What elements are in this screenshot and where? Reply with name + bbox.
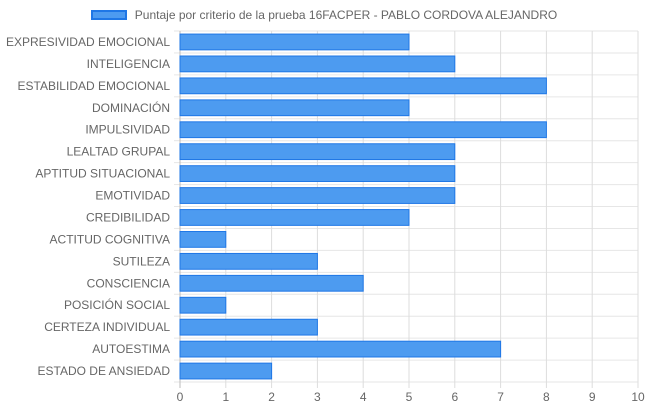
- category-label: DOMINACIÓN: [92, 100, 170, 115]
- category-label: INTELIGENCIA: [87, 57, 170, 71]
- legend-swatch: [90, 10, 127, 20]
- bar: [179, 77, 547, 95]
- category-label: AUTOESTIMA: [92, 342, 170, 356]
- bar: [179, 55, 456, 73]
- category-label: IMPULSIVIDAD: [85, 123, 170, 137]
- x-tick-label: 1: [222, 390, 229, 404]
- bar: [179, 340, 502, 358]
- category-label: ACTITUD COGNITIVA: [50, 232, 170, 246]
- bar: [179, 252, 318, 270]
- category-label: CERTEZA INDIVIDUAL: [44, 320, 170, 334]
- x-tick-label: 2: [268, 390, 275, 404]
- bar: [179, 274, 364, 292]
- bar: [179, 121, 547, 139]
- category-label: ESTABILIDAD EMOCIONAL: [18, 79, 171, 93]
- x-tick-label: 3: [314, 390, 321, 404]
- x-tick-label: 0: [177, 390, 184, 404]
- bar: [179, 99, 410, 117]
- bar: [179, 33, 410, 51]
- category-label: EXPRESIVIDAD EMOCIONAL: [6, 35, 170, 49]
- x-tick-label: 6: [451, 390, 458, 404]
- category-label: APTITUD SITUACIONAL: [35, 167, 170, 181]
- bar: [179, 187, 456, 204]
- bar: [179, 165, 456, 182]
- category-label: ESTADO DE ANSIEDAD: [38, 364, 171, 378]
- bar: [179, 143, 456, 161]
- x-tick-label: 7: [497, 390, 504, 404]
- bar: [179, 362, 273, 380]
- x-tick-label: 8: [543, 390, 550, 404]
- category-label: SUTILEZA: [113, 254, 170, 268]
- x-tick-label: 4: [360, 390, 367, 404]
- bar: [179, 209, 410, 226]
- bar: [179, 296, 227, 314]
- bar: [179, 318, 318, 336]
- category-label: LEALTAD GRUPAL: [67, 145, 171, 159]
- bar: [179, 231, 227, 248]
- x-tick-label: 10: [631, 390, 645, 404]
- category-label: CREDIBILIDAD: [86, 210, 170, 224]
- x-tick-label: 9: [589, 390, 596, 404]
- legend-label: Puntaje por criterio de la prueba 16FACP…: [134, 8, 558, 22]
- x-tick-label: 5: [406, 390, 413, 404]
- category-label: EMOTIVIDAD: [95, 189, 170, 203]
- legend[interactable]: Puntaje por criterio de la prueba 16FACP…: [0, 6, 648, 24]
- category-label: CONSCIENCIA: [87, 276, 170, 290]
- category-label: POSICIÓN SOCIAL: [64, 297, 170, 312]
